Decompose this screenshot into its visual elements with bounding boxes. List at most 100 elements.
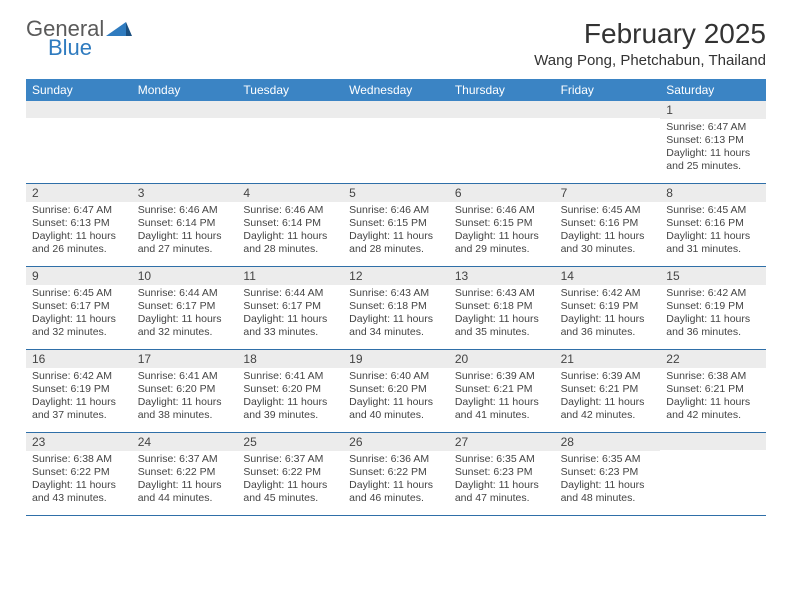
daylight-text: Daylight: 11 hours and 42 minutes. xyxy=(561,396,655,422)
sunrise-text: Sunrise: 6:38 AM xyxy=(32,453,126,466)
day-number: 21 xyxy=(555,350,661,368)
day-body: Sunrise: 6:39 AMSunset: 6:21 PMDaylight:… xyxy=(555,368,661,426)
day-cell: 16Sunrise: 6:42 AMSunset: 6:19 PMDayligh… xyxy=(26,350,132,432)
sunset-text: Sunset: 6:14 PM xyxy=(138,217,232,230)
day-number: 5 xyxy=(343,184,449,202)
location: Wang Pong, Phetchabun, Thailand xyxy=(534,52,766,69)
day-body: Sunrise: 6:47 AMSunset: 6:13 PMDaylight:… xyxy=(660,119,766,177)
day-cell: 9Sunrise: 6:45 AMSunset: 6:17 PMDaylight… xyxy=(26,267,132,349)
daylight-text: Daylight: 11 hours and 38 minutes. xyxy=(138,396,232,422)
day-cell xyxy=(26,101,132,183)
daylight-text: Daylight: 11 hours and 39 minutes. xyxy=(243,396,337,422)
daylight-text: Daylight: 11 hours and 36 minutes. xyxy=(666,313,760,339)
day-cell: 8Sunrise: 6:45 AMSunset: 6:16 PMDaylight… xyxy=(660,184,766,266)
day-cell: 17Sunrise: 6:41 AMSunset: 6:20 PMDayligh… xyxy=(132,350,238,432)
day-number: 16 xyxy=(26,350,132,368)
daylight-text: Daylight: 11 hours and 47 minutes. xyxy=(455,479,549,505)
header: General Blue February 2025 Wang Pong, Ph… xyxy=(26,18,766,69)
day-body xyxy=(555,118,661,178)
day-body: Sunrise: 6:44 AMSunset: 6:17 PMDaylight:… xyxy=(237,285,343,343)
day-number: 15 xyxy=(660,267,766,285)
sunrise-text: Sunrise: 6:42 AM xyxy=(561,287,655,300)
sunrise-text: Sunrise: 6:41 AM xyxy=(243,370,337,383)
day-number: 4 xyxy=(237,184,343,202)
sunset-text: Sunset: 6:20 PM xyxy=(243,383,337,396)
sunrise-text: Sunrise: 6:45 AM xyxy=(561,204,655,217)
day-body: Sunrise: 6:40 AMSunset: 6:20 PMDaylight:… xyxy=(343,368,449,426)
day-number: 9 xyxy=(26,267,132,285)
day-body: Sunrise: 6:43 AMSunset: 6:18 PMDaylight:… xyxy=(343,285,449,343)
sunrise-text: Sunrise: 6:41 AM xyxy=(138,370,232,383)
sunset-text: Sunset: 6:21 PM xyxy=(666,383,760,396)
day-number: 23 xyxy=(26,433,132,451)
day-number xyxy=(660,433,766,450)
sunrise-text: Sunrise: 6:46 AM xyxy=(243,204,337,217)
day-number: 8 xyxy=(660,184,766,202)
title-block: February 2025 Wang Pong, Phetchabun, Tha… xyxy=(534,18,766,69)
daylight-text: Daylight: 11 hours and 29 minutes. xyxy=(455,230,549,256)
sunrise-text: Sunrise: 6:40 AM xyxy=(349,370,443,383)
day-cell: 10Sunrise: 6:44 AMSunset: 6:17 PMDayligh… xyxy=(132,267,238,349)
day-cell xyxy=(343,101,449,183)
day-header: Monday xyxy=(132,79,238,101)
day-body xyxy=(132,118,238,178)
brand-logo: General Blue xyxy=(26,18,132,59)
day-number: 3 xyxy=(132,184,238,202)
sunset-text: Sunset: 6:18 PM xyxy=(455,300,549,313)
day-body: Sunrise: 6:37 AMSunset: 6:22 PMDaylight:… xyxy=(237,451,343,509)
calendar-page: General Blue February 2025 Wang Pong, Ph… xyxy=(0,0,792,528)
day-body: Sunrise: 6:43 AMSunset: 6:18 PMDaylight:… xyxy=(449,285,555,343)
daylight-text: Daylight: 11 hours and 25 minutes. xyxy=(666,147,760,173)
day-body: Sunrise: 6:35 AMSunset: 6:23 PMDaylight:… xyxy=(449,451,555,509)
sunrise-text: Sunrise: 6:37 AM xyxy=(138,453,232,466)
day-cell: 19Sunrise: 6:40 AMSunset: 6:20 PMDayligh… xyxy=(343,350,449,432)
day-number: 10 xyxy=(132,267,238,285)
sunrise-text: Sunrise: 6:45 AM xyxy=(666,204,760,217)
daylight-text: Daylight: 11 hours and 36 minutes. xyxy=(561,313,655,339)
day-cell xyxy=(237,101,343,183)
day-number xyxy=(555,101,661,118)
week-row: 1Sunrise: 6:47 AMSunset: 6:13 PMDaylight… xyxy=(26,101,766,184)
day-number: 11 xyxy=(237,267,343,285)
day-body: Sunrise: 6:45 AMSunset: 6:16 PMDaylight:… xyxy=(555,202,661,260)
week-row: 9Sunrise: 6:45 AMSunset: 6:17 PMDaylight… xyxy=(26,267,766,350)
week-row: 23 Sunrise: 6:38 AM Sunset: 6:22 PM Dayligh… xyxy=(26,433,766,516)
sunrise-text: Sunrise: 6:39 AM xyxy=(561,370,655,383)
day-number: 28 xyxy=(555,433,661,451)
sunrise-text: Sunrise: 6:44 AM xyxy=(243,287,337,300)
sunset-text: Sunset: 6:18 PM xyxy=(349,300,443,313)
day-body: Sunrise: 6:42 AMSunset: 6:19 PMDaylight:… xyxy=(555,285,661,343)
sunset-text: Sunset: 6:23 PM xyxy=(561,466,655,479)
day-body: Sunrise: 6:42 AMSunset: 6:19 PMDaylight:… xyxy=(26,368,132,426)
day-cell xyxy=(132,101,238,183)
sunrise-text: Sunrise: 6:44 AM xyxy=(138,287,232,300)
sunset-text: Sunset: 6:22 PM xyxy=(243,466,337,479)
day-header: Sunday xyxy=(26,79,132,101)
day-cell: 11Sunrise: 6:44 AMSunset: 6:17 PMDayligh… xyxy=(237,267,343,349)
sunset-text: Sunset: 6:19 PM xyxy=(666,300,760,313)
sunset-text: Sunset: 6:16 PM xyxy=(561,217,655,230)
sunset-text: Sunset: 6:22 PM xyxy=(138,466,232,479)
day-body: Sunrise: 6:36 AMSunset: 6:22 PMDaylight:… xyxy=(343,451,449,509)
day-body: Sunrise: 6:41 AMSunset: 6:20 PMDaylight:… xyxy=(237,368,343,426)
sunrise-text: Sunrise: 6:42 AM xyxy=(666,287,760,300)
day-header-row: Sunday Monday Tuesday Wednesday Thursday… xyxy=(26,79,766,101)
day-number: 18 xyxy=(237,350,343,368)
daylight-text: Daylight: 11 hours and 34 minutes. xyxy=(349,313,443,339)
sunset-text: Sunset: 6:20 PM xyxy=(138,383,232,396)
day-header: Thursday xyxy=(449,79,555,101)
day-cell: 5Sunrise: 6:46 AMSunset: 6:15 PMDaylight… xyxy=(343,184,449,266)
day-cell: 15 Sunrise: 6:42 AMSunset: 6:19 PMDayligh… xyxy=(660,267,766,349)
sunrise-text: Sunrise: 6:37 AM xyxy=(243,453,337,466)
day-cell: 24Sunrise: 6:37 AMSunset: 6:22 PMDayligh… xyxy=(132,433,238,515)
sunset-text: Sunset: 6:19 PM xyxy=(561,300,655,313)
sunset-text: Sunset: 6:16 PM xyxy=(666,217,760,230)
daylight-text: Daylight: 11 hours and 30 minutes. xyxy=(561,230,655,256)
day-cell: 1Sunrise: 6:47 AMSunset: 6:13 PMDaylight… xyxy=(660,101,766,183)
day-number: 6 xyxy=(449,184,555,202)
day-cell: 4Sunrise: 6:46 AMSunset: 6:14 PMDaylight… xyxy=(237,184,343,266)
sunset-text: Sunset: 6:13 PM xyxy=(32,217,126,230)
day-body xyxy=(237,118,343,178)
day-number: 25 xyxy=(237,433,343,451)
daylight-text: Daylight: 11 hours and 28 minutes. xyxy=(349,230,443,256)
